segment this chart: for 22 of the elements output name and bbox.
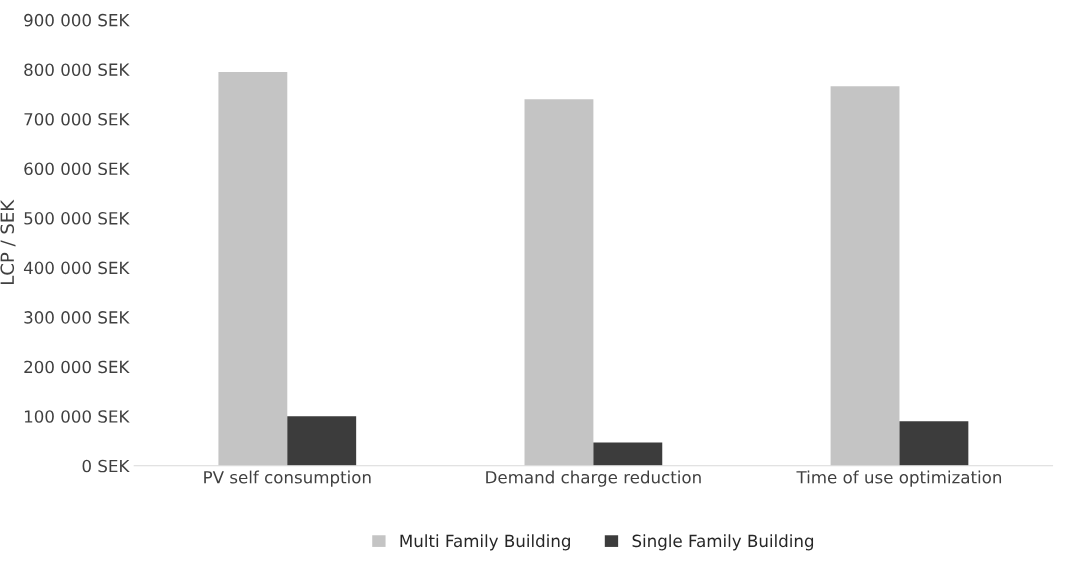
y-tick-label: 300 000 SEK (24, 311, 130, 324)
bar (218, 71, 288, 466)
bar (593, 442, 663, 466)
bar (524, 99, 594, 466)
y-tick-label: 400 000 SEK (23, 261, 130, 275)
y-tick-label: 800 000 SEK (24, 63, 130, 76)
x-tick-label: Time of use optimization (796, 470, 1002, 487)
legend-label: Single Family Building (632, 534, 814, 551)
y-tick-label: 700 000 SEK (24, 112, 130, 126)
legend-label: Multi Family Building (400, 534, 570, 551)
bar (287, 416, 357, 466)
y-tick-label: 0 SEK (82, 459, 130, 473)
bar (899, 421, 969, 466)
x-tick-label: Demand charge reduction (486, 470, 701, 487)
y-tick-label: 500 000 SEK (24, 212, 130, 225)
y-tick-label: 100 000 SEK (24, 410, 130, 423)
y-tick-label: 900 000 SEK (24, 13, 130, 27)
y-tick-label: 200 000 SEK (24, 360, 130, 374)
bar (830, 86, 900, 466)
y-axis-title: LCP / SEK (0, 199, 16, 284)
x-tick-label: PV self consumption (204, 470, 371, 487)
y-tick-label: 600 000 SEK (24, 162, 130, 176)
